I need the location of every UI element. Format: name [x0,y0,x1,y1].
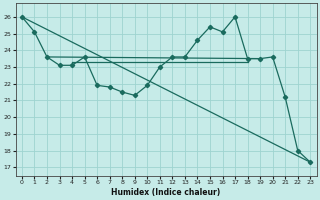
X-axis label: Humidex (Indice chaleur): Humidex (Indice chaleur) [111,188,221,197]
